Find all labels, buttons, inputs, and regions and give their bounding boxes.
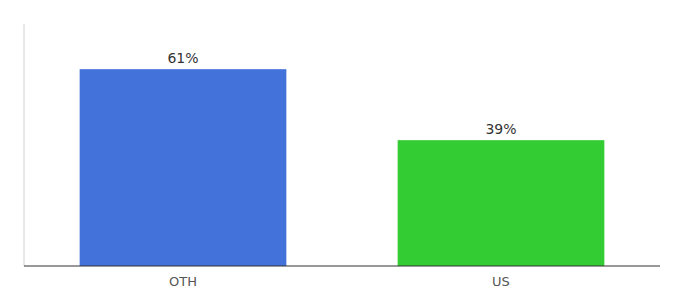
chart-svg: OTH US 61% 39% [0,0,680,300]
y-axis-line [24,24,25,266]
page: {"chart_data": {"type": "bar", "categori… [0,0,680,300]
bar [80,69,287,266]
bars [80,69,605,266]
data-label: 61% [167,50,198,66]
bar [398,140,605,266]
x-axis-line [24,265,660,266]
chart-container: OTH US 61% 39% [0,0,680,300]
x-tick-label: US [492,274,510,289]
x-tick-label: OTH [169,274,197,289]
data-label: 39% [485,121,516,137]
